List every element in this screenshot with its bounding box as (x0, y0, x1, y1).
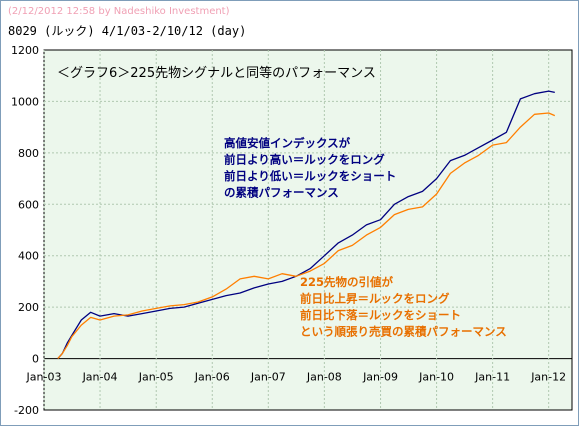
annotation-navy-line: の累積パフォーマンス (224, 186, 339, 200)
y-tick-label: 1200 (11, 44, 39, 57)
x-tick-label: Jan-08 (306, 371, 342, 384)
x-tick-label: Jan-05 (138, 371, 174, 384)
annotation-orange-line: 前日比下落＝ルックをショート (300, 308, 461, 322)
x-tick-label: Jan-07 (250, 371, 286, 384)
series-line-orange (57, 112, 556, 360)
x-tick-label: Jan-06 (194, 371, 230, 384)
y-tick-label: 0 (32, 353, 39, 366)
y-tick-label: 200 (18, 301, 39, 314)
annotation-navy-line: 前日より高い＝ルックをロング (224, 153, 385, 167)
x-tick-label: Jan-04 (82, 371, 118, 384)
x-tick-label: Jan-03 (26, 371, 62, 384)
chart-subtitle: 8029 (ルック) 4/1/03-2/10/12 (day) (8, 24, 247, 38)
series-line-navy (57, 90, 555, 360)
plot-area (43, 49, 573, 411)
annotation-navy-line: 高値安値インデックスが (224, 136, 351, 150)
annotation-navy-line: 前日より低い＝ルックをショート (224, 169, 396, 183)
y-tick-label: 600 (18, 198, 39, 211)
annotation-orange-line: 225先物の引値が (300, 275, 394, 289)
y-tick-label: 800 (18, 147, 39, 160)
x-tick-label: Jan-10 (418, 371, 454, 384)
annotation-orange-line: 前日比上昇＝ルックをロング (300, 292, 450, 306)
y-tick-label: 1000 (11, 95, 39, 108)
timestamp-line: (2/12/2012 12:58 by Nadeshiko Investment… (8, 6, 230, 17)
x-tick-label: Jan-11 (474, 371, 510, 384)
chart-title: ＜グラフ6＞225先物シグナルと同等のパフォーマンス (57, 65, 376, 81)
y-tick-label: 400 (18, 250, 39, 263)
y-tick-label: -200 (14, 404, 39, 417)
x-tick-label: Jan-09 (362, 371, 398, 384)
x-tick-label: Jan-12 (530, 371, 566, 384)
annotation-orange-line: という順張り売買の累積パフォーマンス (300, 325, 507, 339)
